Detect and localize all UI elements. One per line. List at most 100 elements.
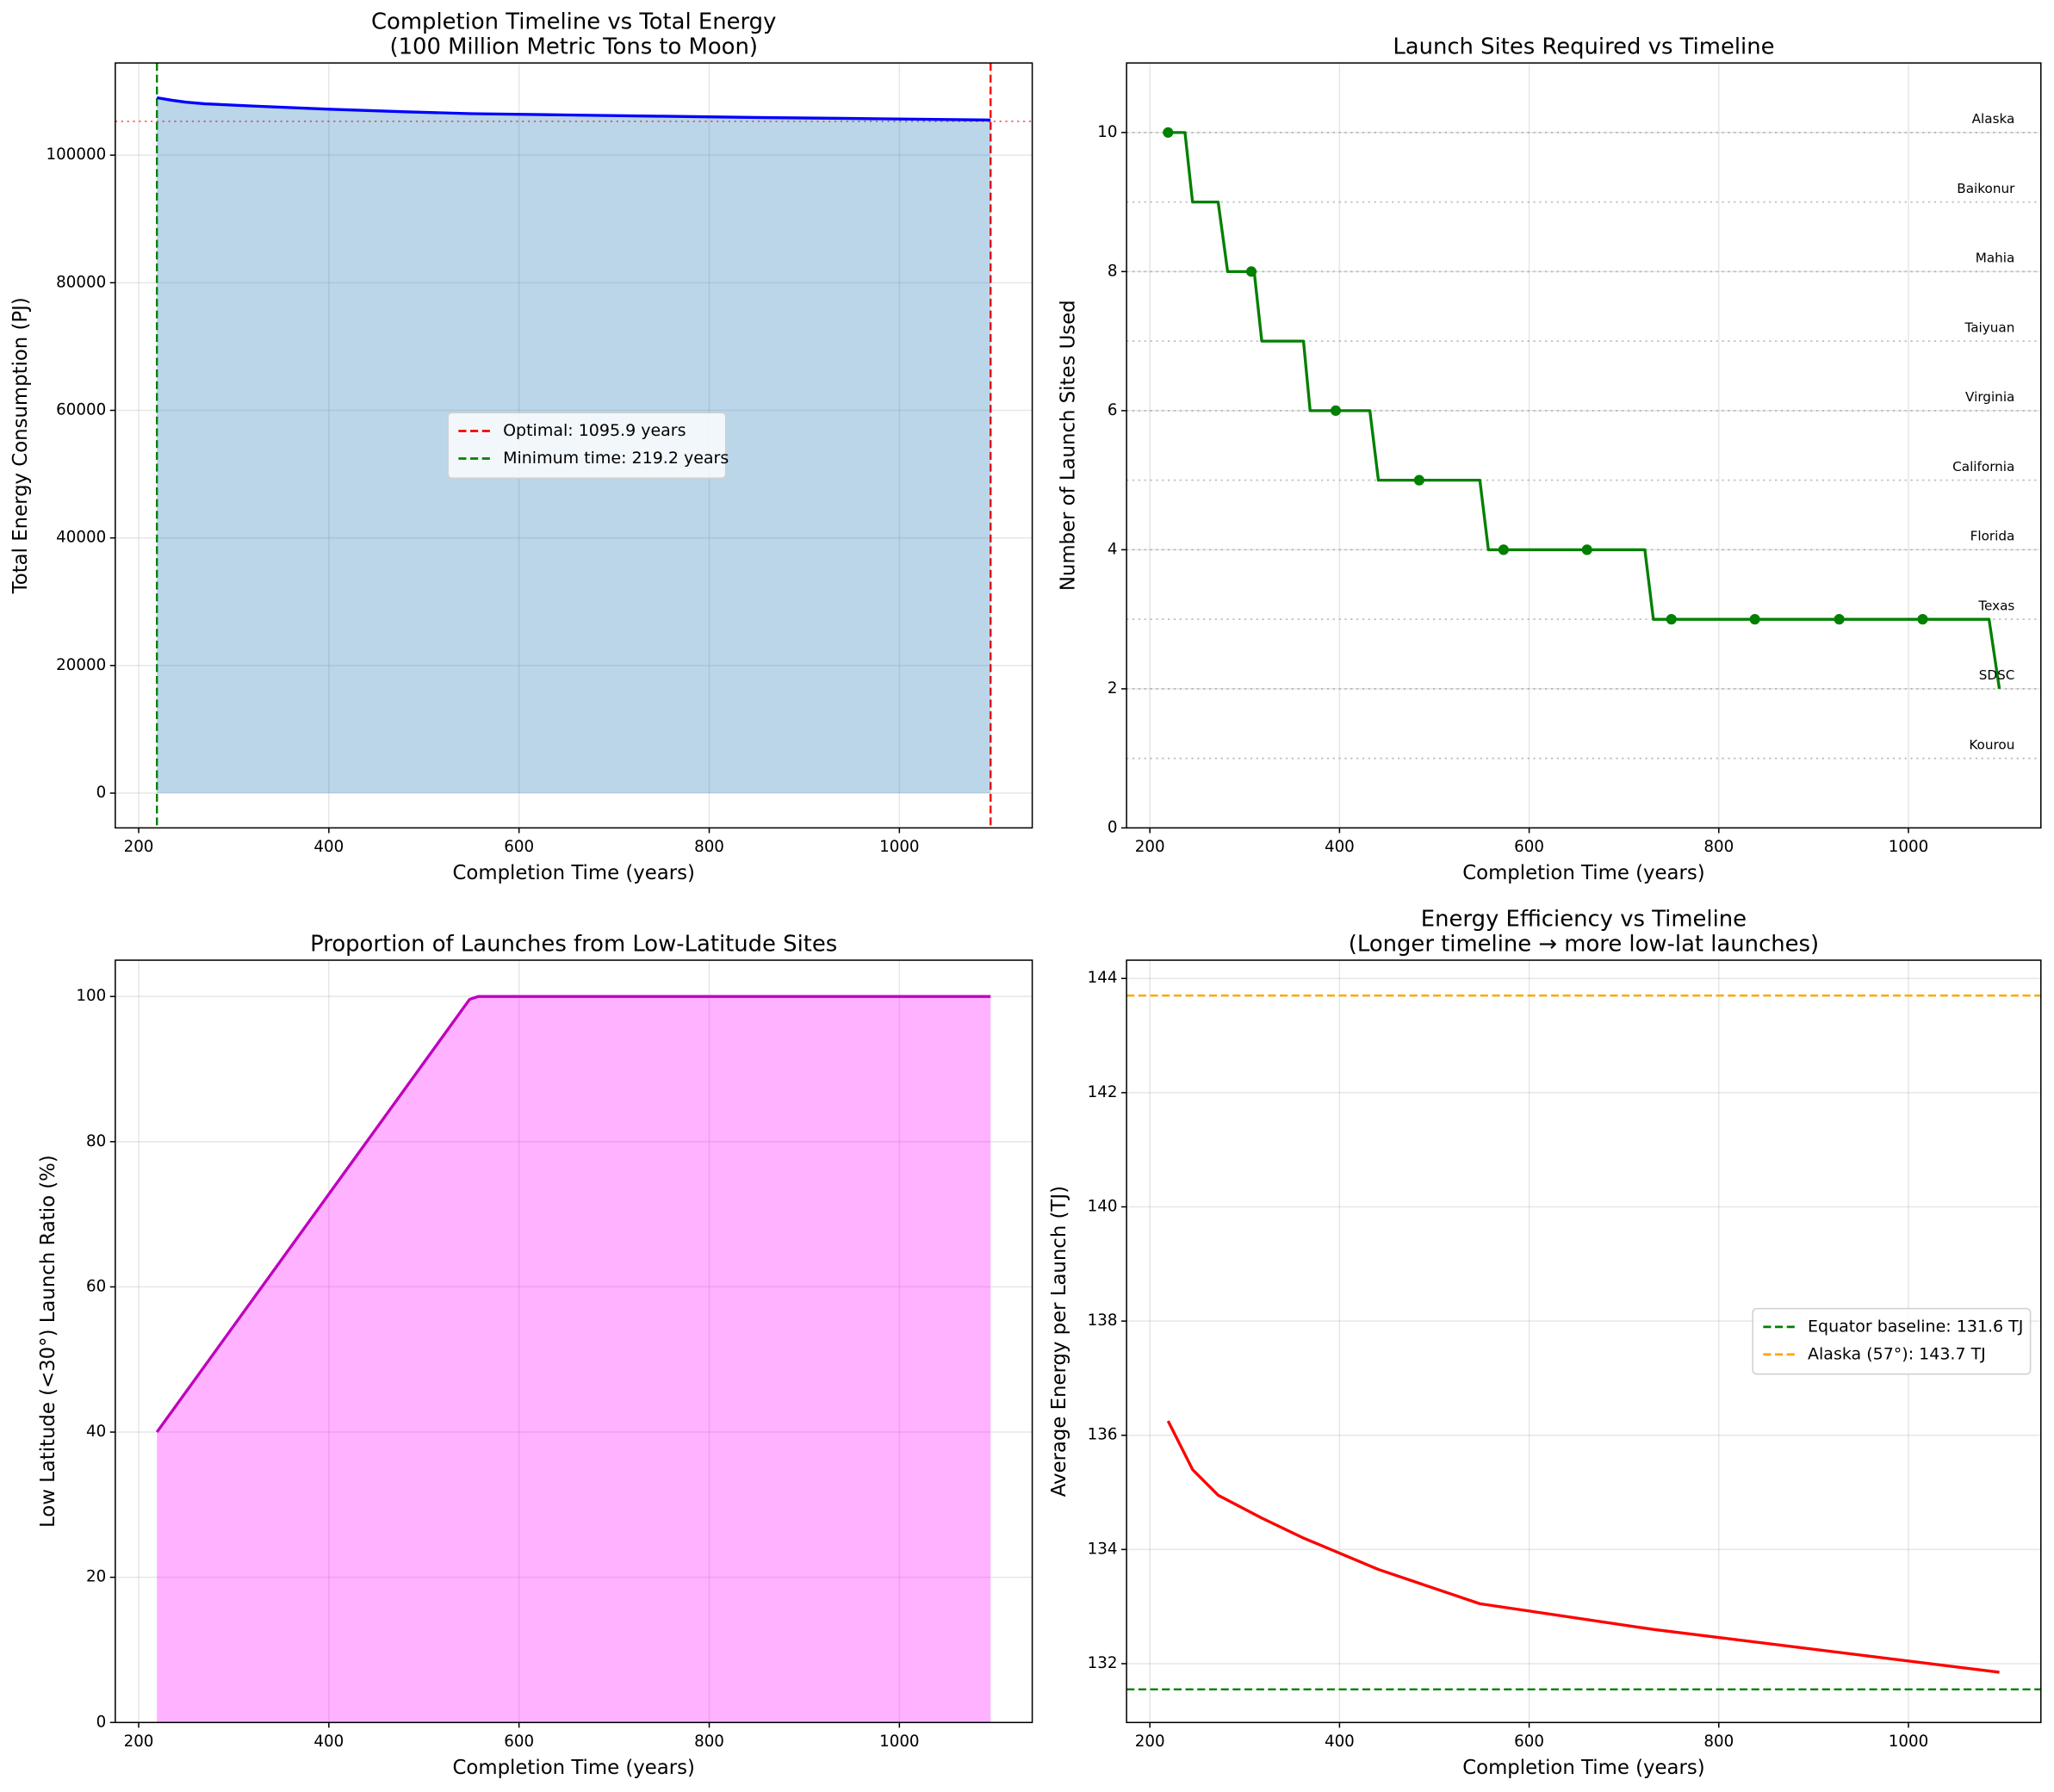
x-tick-label: 400: [313, 838, 344, 856]
x-tick-label: 400: [1325, 1733, 1355, 1751]
legend-label: Minimum time: 219.2 years: [503, 449, 729, 468]
chart-title: Launch Sites Required vs Timeline: [1393, 34, 1774, 59]
x-tick-label: 200: [1135, 838, 1165, 856]
axes-frame: [115, 62, 1033, 829]
x-tick-label: 400: [1325, 838, 1355, 856]
x-tick-label: 400: [313, 1733, 344, 1751]
x-tick-label: 1000: [1889, 1733, 1928, 1751]
x-axis-label: Completion Time (years): [453, 862, 695, 884]
x-tick-label: 200: [124, 838, 154, 856]
legend-box: [447, 412, 727, 480]
x-axis-label: Completion Time (years): [453, 1757, 695, 1779]
x-tick-label: 1000: [879, 838, 919, 856]
data-line: [1168, 131, 2001, 690]
y-tick-label: 138: [1088, 1311, 1118, 1330]
y-axis-label: Low Latitude (<30°) Launch Ratio (%): [37, 1155, 59, 1528]
marker: [1498, 544, 1509, 555]
x-tick-label: 600: [504, 838, 534, 856]
y-axis-label: Average Energy per Launch (TJ): [1048, 1186, 1070, 1497]
y-tick-label: 142: [1088, 1083, 1118, 1101]
y-tick-label: 132: [1088, 1654, 1118, 1672]
y-tick-label: 8: [1108, 262, 1118, 280]
reference-label: Baikonur: [1957, 181, 2015, 196]
axes-frame: [1126, 62, 2042, 829]
y-tick-label: 60: [86, 1277, 106, 1295]
y-tick-label: 6: [1108, 401, 1118, 419]
x-tick-label: 800: [1703, 1733, 1734, 1751]
x-tick-label: 200: [124, 1733, 154, 1751]
y-tick-label: 140: [1088, 1197, 1118, 1215]
x-tick-label: 600: [1514, 1733, 1544, 1751]
reference-label: Mahia: [1976, 251, 2015, 266]
reference-label: SDSC: [1979, 667, 2015, 683]
plot-area: [1126, 127, 2041, 760]
y-tick-label: 134: [1088, 1540, 1118, 1558]
chart-title: Proportion of Launches from Low-Latitude…: [310, 931, 837, 957]
y-tick-label: 10: [1097, 123, 1117, 141]
reference-label: Virginia: [1965, 389, 2014, 405]
y-tick-label: 80: [86, 1132, 106, 1150]
x-tick-label: 600: [1514, 838, 1544, 856]
x-tick-label: 600: [504, 1733, 534, 1751]
chart-title: Energy Efficiency vs Timeline: [1421, 906, 1747, 932]
plot-area: [155, 995, 991, 1723]
x-tick-label: 800: [694, 838, 724, 856]
marker: [1245, 266, 1257, 277]
reference-label: Texas: [1977, 598, 2014, 613]
y-axis-label: Number of Launch Sites Used: [1058, 300, 1080, 591]
legend-label: Equator baseline: 131.6 TJ: [1808, 1317, 2023, 1336]
reference-label: California: [1952, 459, 2014, 474]
reference-label: Taiyuan: [1964, 319, 2014, 335]
legend-box: [1752, 1307, 2032, 1375]
y-tick-label: 40: [86, 1423, 106, 1441]
y-tick-label: 80000: [56, 273, 106, 291]
x-axis-label: Completion Time (years): [1462, 862, 1704, 884]
marker: [1749, 614, 1760, 625]
y-tick-label: 0: [96, 1713, 107, 1731]
plot-area: [1126, 994, 2041, 1691]
y-tick-label: 40000: [56, 529, 106, 547]
marker: [1330, 405, 1342, 416]
axes-frame: [115, 959, 1033, 1724]
axes-frame: [1126, 959, 2042, 1724]
area-fill: [157, 996, 991, 1723]
y-tick-label: 2: [1108, 679, 1118, 698]
chart-title: Completion Timeline vs Total Energy: [371, 9, 776, 34]
x-tick-label: 800: [1703, 838, 1734, 856]
y-tick-label: 100000: [47, 146, 107, 164]
data-line: [156, 96, 991, 122]
marker: [1917, 614, 1928, 625]
x-tick-label: 1000: [1889, 838, 1928, 856]
y-tick-label: 144: [1088, 969, 1118, 987]
marker: [1666, 614, 1677, 625]
reference-label: Florida: [1970, 529, 2015, 544]
marker: [1413, 474, 1424, 486]
x-tick-label: 200: [1135, 1733, 1165, 1751]
y-tick-label: 60000: [56, 401, 106, 419]
y-tick-label: 20000: [56, 656, 106, 674]
x-axis-label: Completion Time (years): [1462, 1757, 1704, 1779]
data-line: [155, 995, 991, 1434]
y-tick-label: 20: [86, 1568, 106, 1586]
reference-label: Kourou: [1969, 737, 2014, 753]
reference-label: Alaska: [1972, 111, 2015, 127]
chart-title: (100 Million Metric Tons to Moon): [390, 34, 758, 59]
y-tick-label: 136: [1088, 1426, 1118, 1444]
marker: [1834, 614, 1845, 625]
data-line: [1166, 1420, 2000, 1674]
y-tick-label: 4: [1108, 540, 1118, 558]
y-tick-label: 100: [76, 987, 106, 1005]
x-tick-label: 1000: [879, 1733, 919, 1751]
y-tick-label: 0: [96, 784, 107, 802]
chart-title: (Longer timeline → more low-lat launches…: [1349, 931, 1819, 957]
marker: [1163, 127, 1174, 138]
marker: [1581, 544, 1592, 555]
legend-label: Alaska (57°): 143.7 TJ: [1808, 1344, 1986, 1363]
y-axis-label: Total Energy Consumption (PJ): [9, 297, 32, 594]
x-tick-label: 800: [694, 1733, 724, 1751]
legend-label: Optimal: 1095.9 years: [503, 421, 686, 440]
y-tick-label: 0: [1108, 818, 1118, 836]
